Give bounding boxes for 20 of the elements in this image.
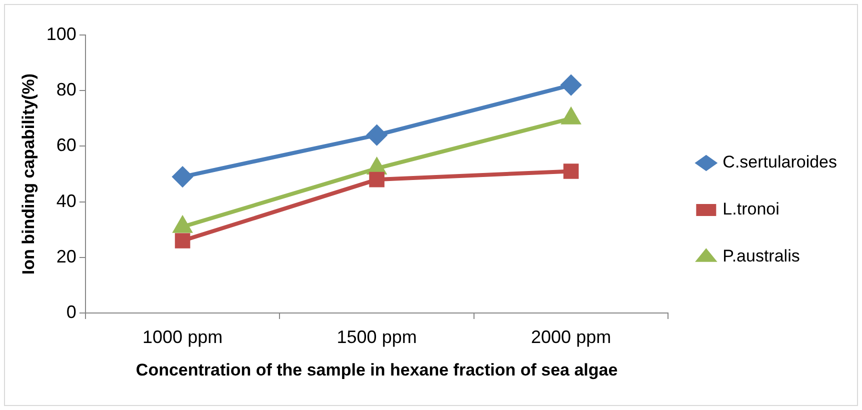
point bbox=[366, 125, 387, 146]
y-axis-title: Ion binding capability(%) bbox=[18, 73, 38, 275]
y-tick-label: 60 bbox=[56, 135, 76, 156]
point bbox=[561, 75, 582, 96]
x-tick-label: 1500 ppm bbox=[336, 326, 417, 347]
x-tick-label: 2000 ppm bbox=[531, 326, 612, 347]
point bbox=[369, 172, 384, 188]
legend-label: P.australis bbox=[722, 246, 800, 266]
x-axis-title: Concentration of the sample in hexane fraction of sea algae bbox=[136, 360, 618, 380]
x-tick-label: 1000 ppm bbox=[142, 326, 223, 347]
point bbox=[172, 166, 193, 187]
y-tick-label: 20 bbox=[56, 246, 76, 266]
point bbox=[174, 233, 190, 248]
legend-label: C.sertularoides bbox=[722, 152, 837, 172]
point bbox=[563, 164, 579, 179]
y-tick-label: 80 bbox=[56, 80, 76, 100]
y-tick-label: 0 bbox=[66, 302, 76, 322]
y-tick-label: 100 bbox=[46, 24, 76, 44]
legend-label: L.tronoi bbox=[722, 200, 780, 219]
y-tick-label: 40 bbox=[56, 190, 76, 211]
